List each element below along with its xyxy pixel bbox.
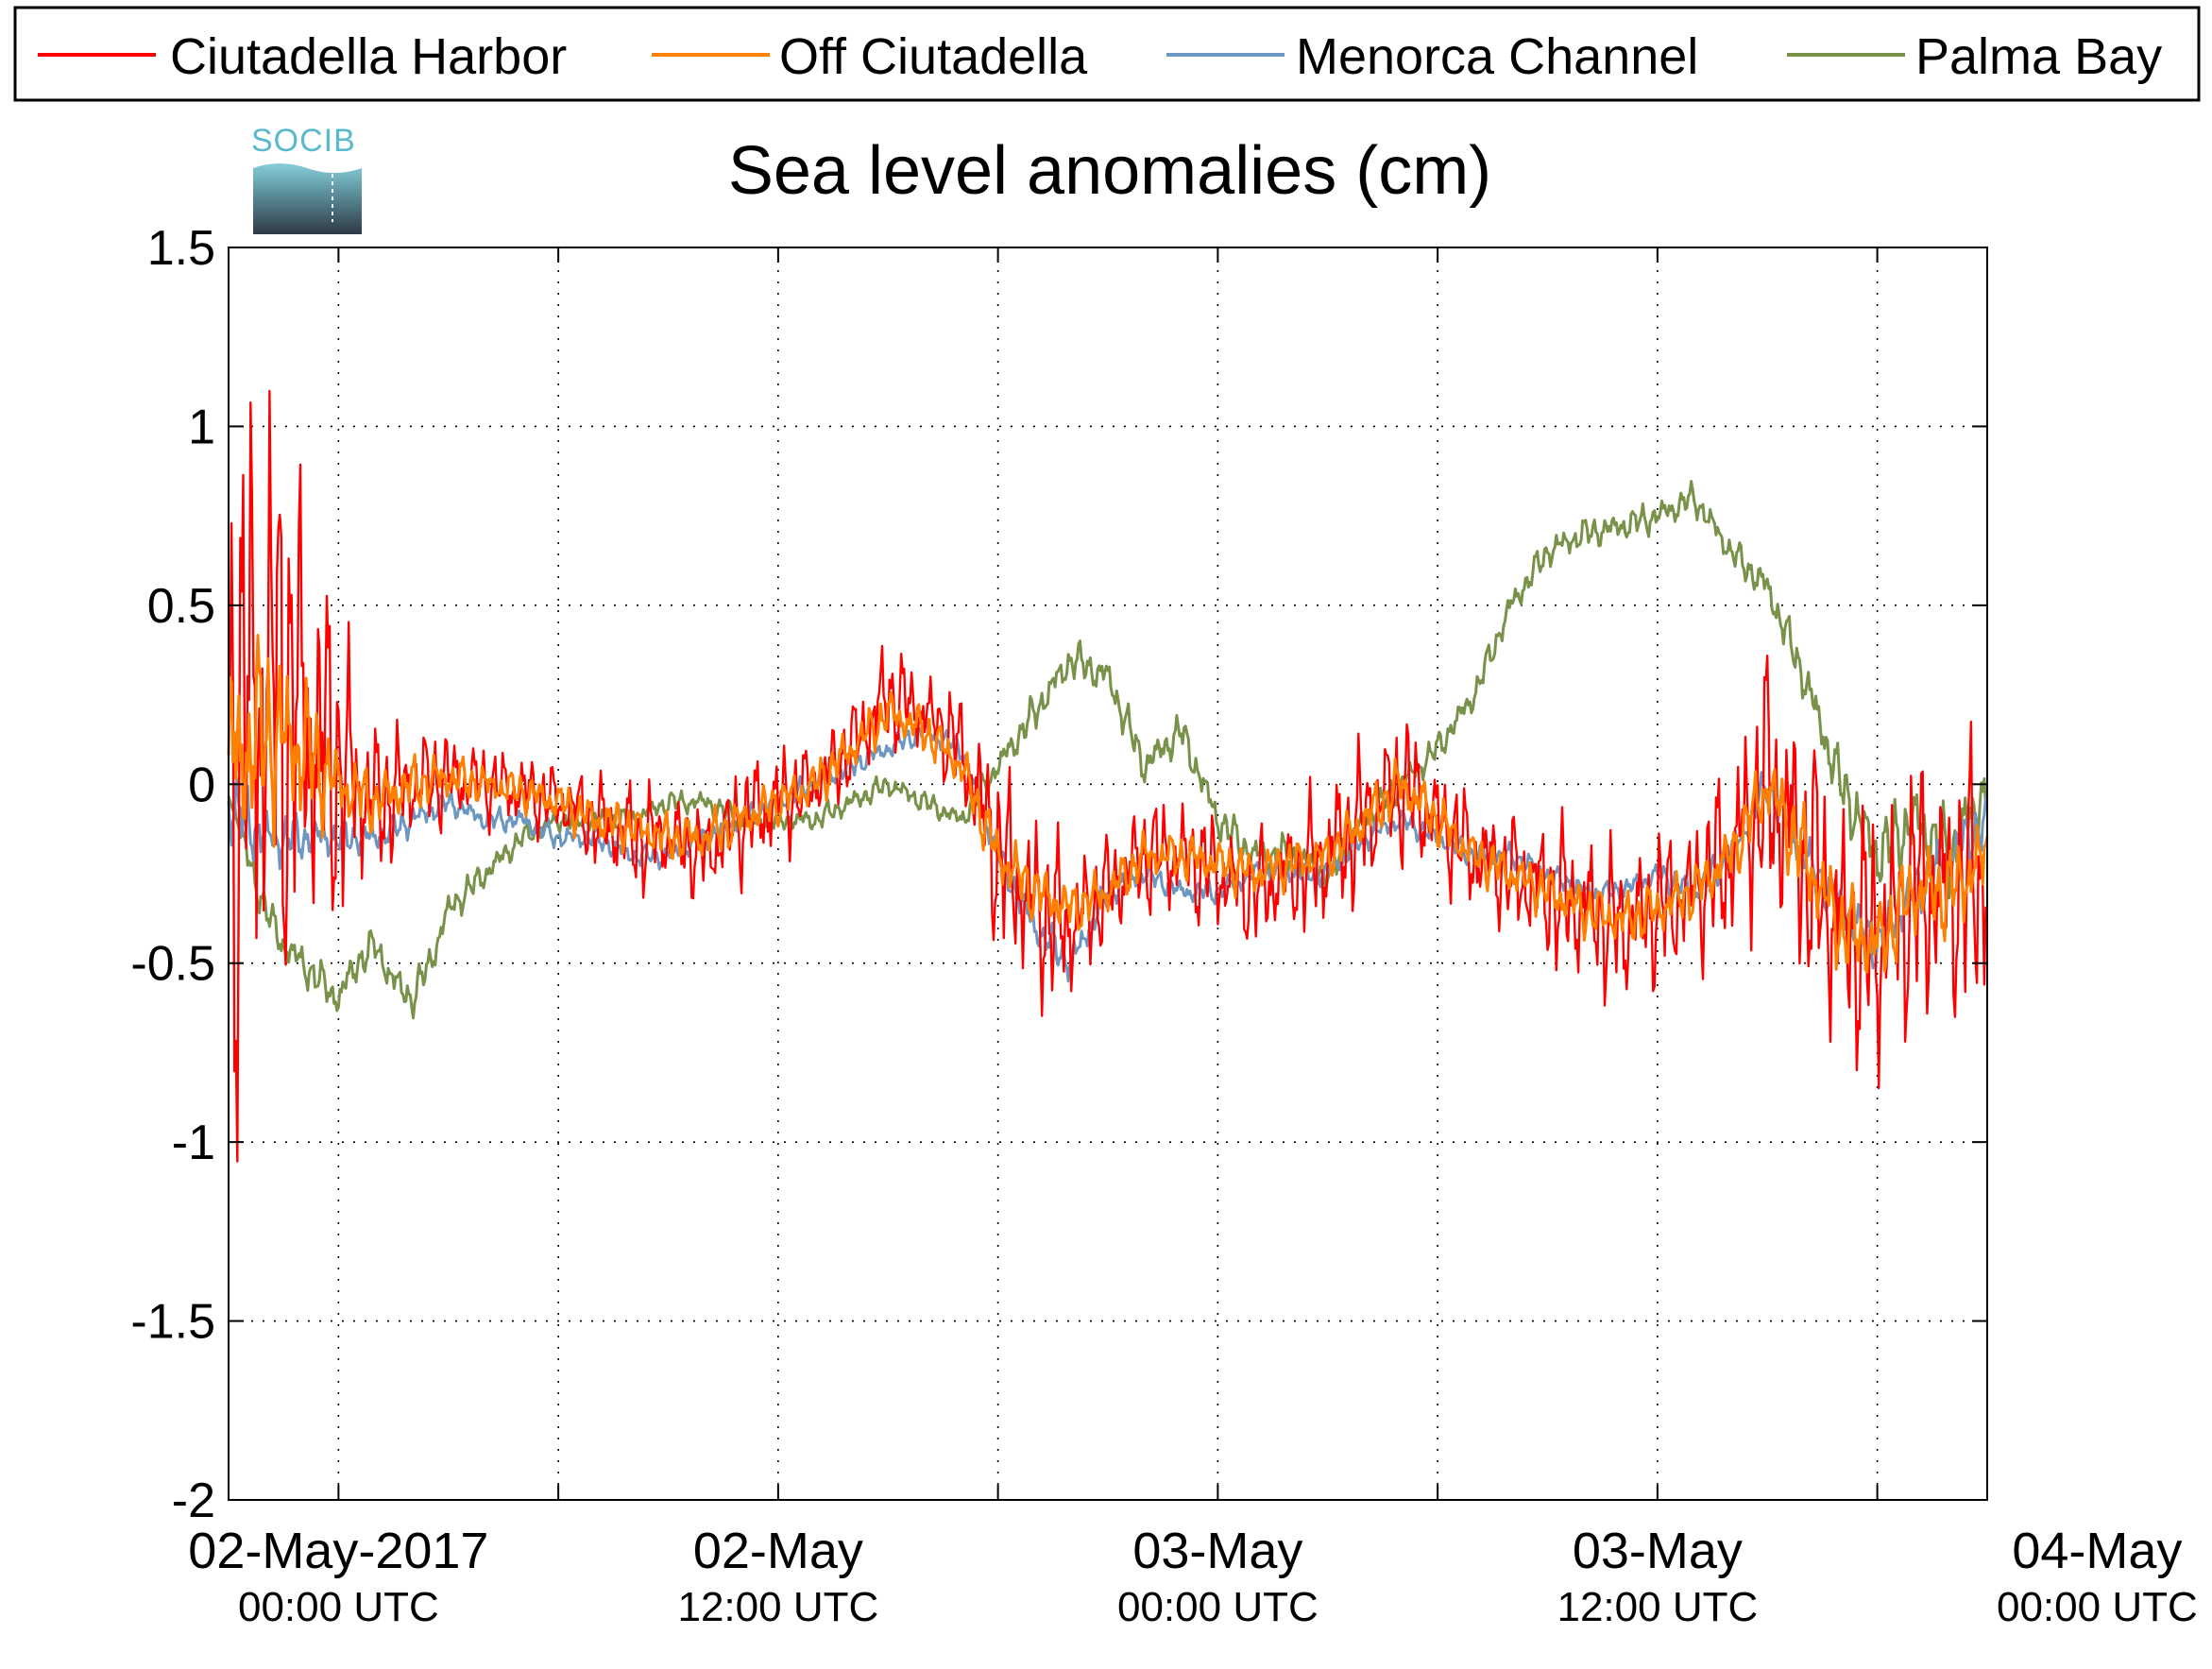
socib-logo-text: SOCIB: [251, 123, 356, 159]
x-tick-sublabel: 00:00 UTC: [1997, 1584, 2198, 1630]
legend-label-ciutadella-harbor: Ciutadella Harbor: [170, 28, 567, 85]
plot-area: 1.5 1 0.5 0 -0.5 -1 -1.5 -2 02-May-2017 00:00 UT…: [130, 221, 2197, 1630]
x-tick-label: 03-May: [1573, 1523, 1743, 1579]
x-tick-label: 02-May-2017: [188, 1523, 488, 1579]
x-tick-sublabel: 12:00 UTC: [677, 1584, 878, 1630]
y-tick-label: 1.5: [147, 221, 215, 276]
y-tick-label: -0.5: [130, 937, 215, 992]
y-tick-label: -1: [172, 1116, 215, 1170]
y-tick-label: 0.5: [147, 579, 215, 634]
series-line-palma-bay: [227, 480, 1989, 1020]
legend-label-menorca-channel: Menorca Channel: [1296, 28, 1698, 85]
legend-entry-ciutadella-harbor: Ciutadella Harbor: [38, 28, 567, 85]
x-tick-sublabel: 00:00 UTC: [238, 1584, 439, 1630]
socib-logo: SOCIB: [251, 123, 362, 234]
x-axis: 02-May-2017 00:00 UTC 02-May 12:00 UTC 03-Ma…: [188, 247, 2198, 1630]
legend-entry-palma-bay: Palma Bay: [1787, 28, 2162, 85]
x-tick-sublabel: 12:00 UTC: [1557, 1584, 1758, 1630]
plot-border: [228, 247, 1988, 1501]
legend-label-off-ciutadella: Off Ciutadella: [779, 28, 1088, 85]
x-tick-sublabel: 00:00 UTC: [1117, 1584, 1319, 1630]
y-tick-label: 1: [188, 400, 215, 454]
y-tick-label: 0: [188, 758, 215, 812]
legend-label-palma-bay: Palma Bay: [1915, 28, 2162, 85]
legend-entry-menorca-channel: Menorca Channel: [1166, 28, 1698, 85]
legend-entry-off-ciutadella: Off Ciutadella: [652, 28, 1088, 85]
y-tick-label: -1.5: [130, 1295, 215, 1350]
grid: [229, 247, 1987, 1500]
socib-logo-wave: [253, 161, 362, 173]
x-tick-label: 02-May: [693, 1523, 863, 1579]
legend: Ciutadella Harbor Off Ciutadella Menorca…: [13, 6, 2201, 102]
y-axis: 1.5 1 0.5 0 -0.5 -1 -1.5 -2: [130, 221, 1987, 1528]
chart-title: Sea level anomalies (cm): [728, 133, 1491, 209]
socib-logo-block: [253, 161, 362, 234]
series-line-off-ciutadella: [227, 634, 1989, 974]
y-tick-label: -2: [172, 1473, 215, 1528]
x-tick-label: 04-May: [2012, 1523, 2182, 1579]
x-tick-label: 03-May: [1132, 1523, 1302, 1579]
series-layer: [227, 389, 1989, 1163]
